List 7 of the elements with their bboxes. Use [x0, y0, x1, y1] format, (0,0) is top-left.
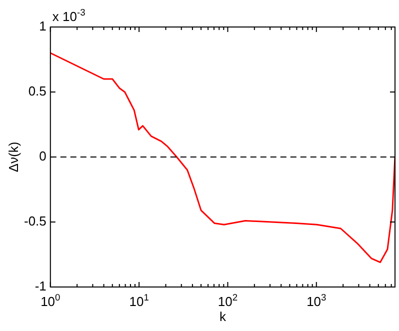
y-tick-label: -0.5 — [24, 214, 46, 229]
x-axis-title: k — [219, 309, 226, 324]
y-axis-title: Δν(k) — [6, 142, 21, 172]
y-tick-label: 1 — [39, 18, 46, 34]
y-tick-label: 0.5 — [28, 84, 46, 99]
y-tick-label: -1 — [34, 278, 46, 294]
y-tick-label: 0 — [39, 148, 46, 164]
